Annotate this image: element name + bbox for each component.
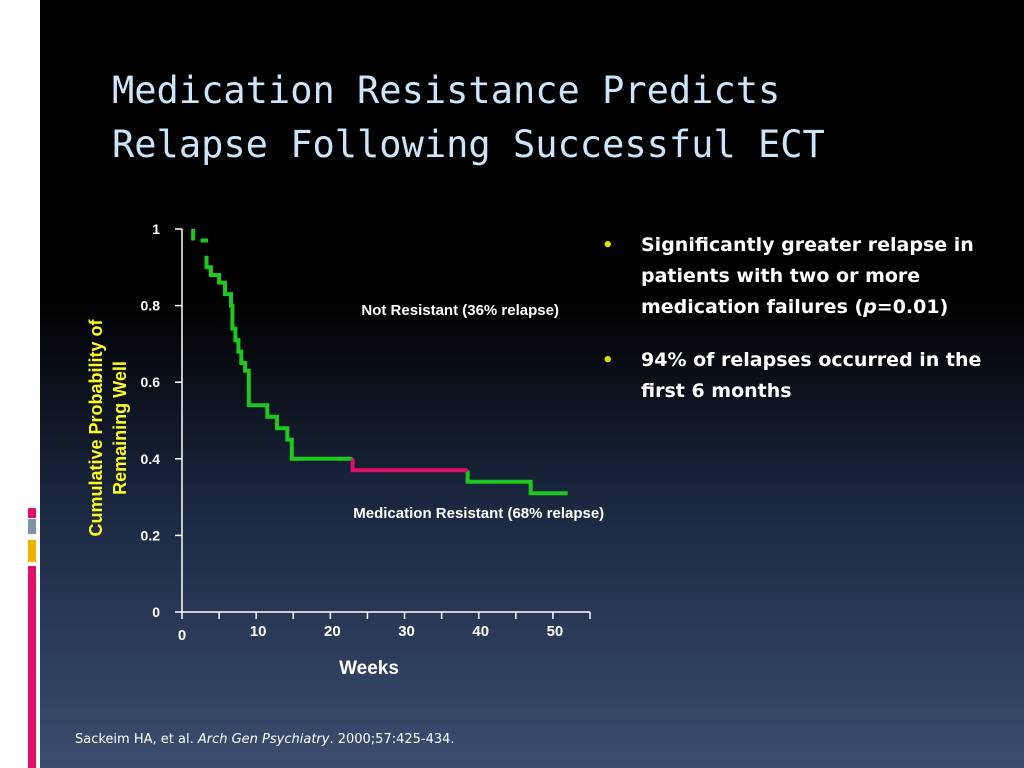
bullet-text: 94% of relapses occurred in the first 6 … xyxy=(641,349,981,402)
y-axis-label-line: Remaining Well xyxy=(110,361,130,495)
italic-fragment: p xyxy=(863,296,877,318)
title-line-2: Relapse Following Successful ECT xyxy=(112,123,825,166)
y-axis-label: Cumulative Probability of Remaining Well xyxy=(86,318,130,536)
x-tick-label: 40 xyxy=(472,623,489,640)
y-tick-label: 0 xyxy=(152,604,160,620)
x-tick-label: 20 xyxy=(324,623,341,640)
series-line-segment xyxy=(350,458,468,473)
x-tick-label: 0 xyxy=(178,627,186,644)
x-tick-label: 30 xyxy=(398,623,415,640)
x-tick-label: 50 xyxy=(547,623,564,640)
series-line-segment xyxy=(465,470,568,496)
y-tick-label: 0.4 xyxy=(141,451,161,467)
accent-bar-pink-small xyxy=(28,508,36,518)
x-axis-label: Weeks xyxy=(339,658,399,679)
accent-bar-gray xyxy=(28,519,36,534)
citation-details: . 2000;57:425-434. xyxy=(329,732,455,747)
citation: Sackeim HA, et al. Arch Gen Psychiatry. … xyxy=(75,732,455,747)
text-fragment: 94% of relapses occurred in the first 6 … xyxy=(641,349,982,402)
bullet-list: • Significantly greater relapse in patien… xyxy=(600,230,990,429)
bullet-icon: • xyxy=(602,350,614,371)
bullet-item: • 94% of relapses occurred in the first 6… xyxy=(600,345,990,407)
accent-bar-yellow xyxy=(28,540,36,562)
annotation-label: Not Resistant (36% relapse) xyxy=(361,302,559,319)
title-line-1: Medication Resistance Predicts xyxy=(112,69,781,112)
accent-bar-pink-tall xyxy=(28,566,36,768)
citation-authors: Sackeim HA, et al. xyxy=(75,732,198,747)
y-tick-label: 0.6 xyxy=(141,374,161,390)
text-fragment: =0.01) xyxy=(876,296,949,318)
y-tick-label: 0.2 xyxy=(141,527,161,543)
slide-title: Medication Resistance Predicts Relapse F… xyxy=(112,64,992,172)
y-axis-label-line: Cumulative Probability of xyxy=(86,318,106,536)
y-tick-label: 1 xyxy=(152,221,160,237)
bullet-item: • Significantly greater relapse in patien… xyxy=(600,230,990,323)
series-line-segment xyxy=(204,255,353,461)
text-fragment: Significantly greater relapse in patient… xyxy=(641,234,974,318)
bullet-icon: • xyxy=(602,235,614,256)
annotation-label: Medication Resistant (68% relapse) xyxy=(353,505,604,522)
bullet-text: Significantly greater relapse in patient… xyxy=(641,234,974,318)
y-tick-label: 0.8 xyxy=(141,298,161,314)
citation-journal: Arch Gen Psychiatry xyxy=(197,732,330,747)
x-tick-label: 10 xyxy=(250,623,267,640)
